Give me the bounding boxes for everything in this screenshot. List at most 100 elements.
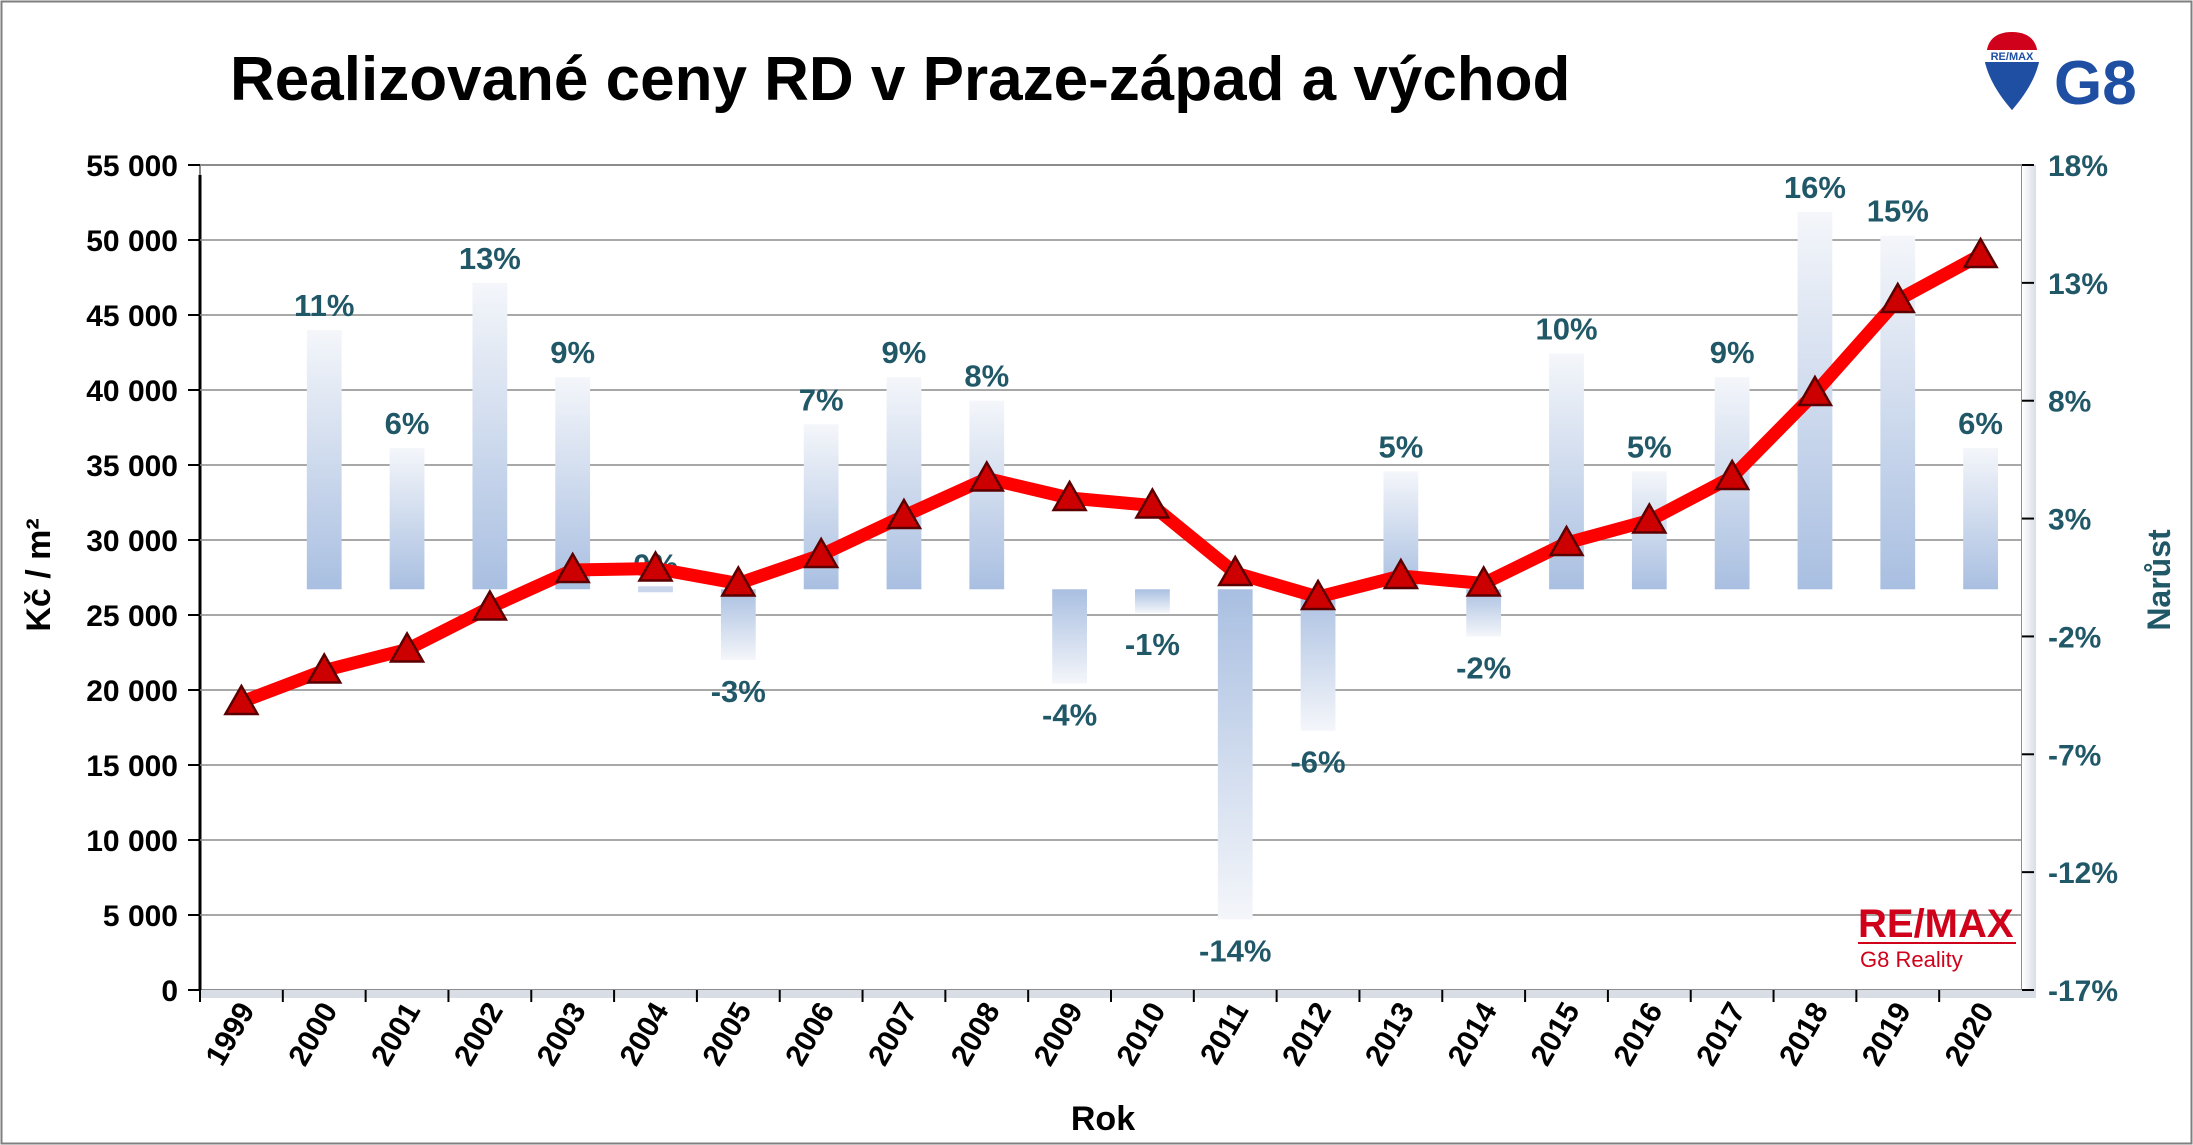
growth-label: -3% <box>711 674 766 709</box>
price-marker <box>1796 374 1834 407</box>
growth-bar <box>886 377 922 590</box>
price-markers <box>223 236 1999 716</box>
y-tick-label: 45 000 <box>86 300 178 333</box>
y2-tick-label: 8% <box>2048 386 2091 419</box>
growth-label: 5% <box>1627 429 1672 464</box>
price-marker <box>1713 458 1751 491</box>
price-marker <box>1134 486 1171 519</box>
price-marker <box>1299 578 1337 611</box>
x-axis: 1999 2000 2001 2002 2003 2004 2005 2006 2007 2008… <box>199 990 2001 1072</box>
x-tick-label: 2015 <box>1525 997 1587 1071</box>
growth-label: -4% <box>1042 698 1097 733</box>
price-marker <box>1382 557 1420 590</box>
x-tick-label: 2018 <box>1773 997 1835 1071</box>
x-tick-label: 2020 <box>1939 997 2001 1071</box>
growth-label: 6% <box>1958 406 2003 441</box>
x-tick-label: 2008 <box>945 997 1007 1071</box>
y2-tick-label: 13% <box>2048 268 2108 301</box>
y-axis-left: 0 5 000 10 000 15 000 20 000 25 000 30 000 35 0… <box>86 150 200 1008</box>
price-marker <box>720 564 757 597</box>
price-marker <box>802 536 840 569</box>
price-marker <box>471 588 509 621</box>
y2-tick-label: 3% <box>2048 504 2091 537</box>
x-tick-label: 2009 <box>1028 997 1090 1071</box>
growth-label: 9% <box>1710 335 1755 370</box>
chart-title: Realizované ceny RD v Praze-západ a vých… <box>230 45 1570 114</box>
y-tick-label: 25 000 <box>86 600 178 633</box>
y-tick-label: 35 000 <box>86 450 178 483</box>
x-tick-label: 2019 <box>1856 997 1918 1071</box>
growth-label: -14% <box>1199 933 1271 968</box>
price-marker <box>554 551 591 584</box>
x-tick-label: 2011 <box>1194 997 1255 1070</box>
price-marker <box>306 651 343 684</box>
y-tick-label: 50 000 <box>86 225 178 258</box>
price-marker <box>1631 501 1668 534</box>
growth-bar <box>1466 589 1502 637</box>
growth-label: -1% <box>1125 627 1180 662</box>
x-tick-label: 2016 <box>1607 997 1669 1071</box>
x-tick-label: 2012 <box>1276 997 1338 1071</box>
growth-label: 13% <box>459 241 521 276</box>
x-tick-label: 2005 <box>696 997 758 1071</box>
price-marker <box>1217 554 1254 587</box>
growth-bar <box>1135 589 1170 613</box>
price-marker <box>885 497 923 530</box>
balloon-label: RE/MAX <box>1991 51 2034 63</box>
y-axis-right: -17% -12% -7% -2% 3% 8% 13% 18% <box>2022 150 2118 1008</box>
y2-tick-label: -7% <box>2048 739 2101 772</box>
growth-label: 7% <box>799 382 844 417</box>
y2-tick-label: -17% <box>2048 975 2118 1008</box>
y-tick-label: 0 <box>161 975 178 1008</box>
x-tick-label: 2006 <box>779 997 841 1071</box>
x-tick-label: 2000 <box>282 997 344 1071</box>
growth-bar <box>638 586 673 593</box>
price-marker <box>1548 524 1585 557</box>
price-marker <box>637 549 674 582</box>
growth-bar <box>389 447 425 590</box>
growth-label: 11% <box>294 288 354 323</box>
y2-tick-label: -12% <box>2048 857 2118 890</box>
remax-g8-logo: RE/MAX G8 <box>1982 32 2137 118</box>
growth-label: 8% <box>964 359 1009 394</box>
x-tick-label: 2013 <box>1359 997 1421 1071</box>
growth-label: 16% <box>1784 170 1846 205</box>
price-marker <box>223 683 260 716</box>
y-tick-label: 55 000 <box>86 150 178 183</box>
y-tick-label: 15 000 <box>86 750 178 783</box>
growth-label: 5% <box>1378 429 1423 464</box>
g8-reality-text: G8 Reality <box>1860 947 1963 972</box>
growth-bar <box>1300 589 1336 731</box>
plot-right-shade <box>2022 165 2036 997</box>
growth-label: 9% <box>550 335 595 370</box>
y-tick-label: 5 000 <box>103 900 178 933</box>
price-marker <box>1051 479 1088 512</box>
price-marker <box>1465 564 1502 597</box>
price-line <box>234 248 1988 709</box>
y2-axis-title: Narůst <box>2141 529 2177 631</box>
growth-label: -2% <box>1456 650 1511 685</box>
growth-label: 9% <box>882 335 927 370</box>
price-marker <box>1962 236 1999 269</box>
y-axis-title: Kč / m² <box>20 518 58 631</box>
price-marker <box>968 459 1005 492</box>
g8-brand: G8 <box>2054 49 2137 118</box>
x-tick-label: 2002 <box>448 997 510 1071</box>
growth-bar <box>720 589 756 660</box>
y-tick-label: 30 000 <box>86 525 178 558</box>
x-tick-label: 2003 <box>531 997 593 1071</box>
x-tick-label: 2007 <box>862 997 924 1071</box>
price-line-path <box>234 248 1988 709</box>
y2-tick-label: -2% <box>2048 621 2101 654</box>
remax-wordmark: RE/MAX <box>1858 902 2014 946</box>
price-marker <box>1879 281 1916 314</box>
growth-bar <box>1963 447 1998 590</box>
y-tick-label: 10 000 <box>86 825 178 858</box>
y2-tick-label: 18% <box>2048 150 2108 183</box>
x-tick-label: 2004 <box>614 997 676 1072</box>
growth-bar <box>1217 589 1253 920</box>
x-tick-label: 2010 <box>1111 997 1173 1071</box>
